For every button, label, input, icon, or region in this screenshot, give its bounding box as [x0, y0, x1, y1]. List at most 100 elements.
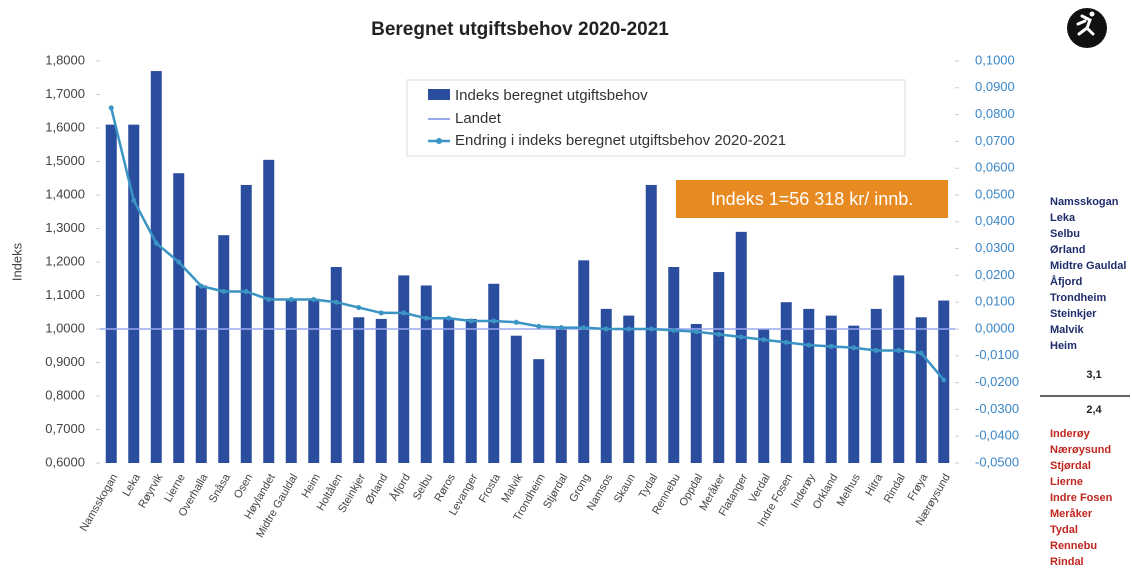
legend-swatch: [436, 138, 442, 144]
side-item: Leka: [1050, 212, 1076, 224]
bar: [105, 124, 117, 464]
y2-tick-label: -0,0100: [975, 347, 1019, 362]
y-axis-label: Indeks: [9, 242, 24, 281]
y-tick-label: 1,0000: [45, 320, 85, 335]
change-point: [468, 318, 474, 324]
change-point: [378, 310, 384, 316]
change-point: [873, 347, 879, 353]
bar: [353, 317, 365, 463]
bar: [420, 285, 432, 463]
bar: [893, 275, 905, 463]
change-point: [558, 325, 564, 331]
change-point: [401, 310, 407, 316]
change-point: [333, 299, 339, 305]
change-point: [806, 342, 812, 348]
bar: [330, 267, 342, 463]
change-point: [131, 197, 137, 203]
change-point: [716, 331, 722, 337]
change-point: [761, 337, 767, 343]
bar: [263, 159, 275, 463]
side-item: Indre Fosen: [1050, 492, 1113, 504]
y2-tick-label: 0,0400: [975, 213, 1015, 228]
y-tick-label: 0,6000: [45, 454, 85, 469]
bar: [465, 318, 477, 463]
change-point: [851, 345, 857, 351]
change-point: [491, 318, 497, 324]
y-tick-label: 0,8000: [45, 387, 85, 402]
y2-tick-label: 0,0800: [975, 106, 1015, 121]
change-point: [918, 350, 924, 356]
change-point: [198, 283, 204, 289]
y-tick-label: 1,2000: [45, 253, 85, 268]
change-point: [311, 297, 317, 303]
y-tick-label: 1,4000: [45, 186, 85, 201]
side-item: Selbu: [1050, 228, 1080, 240]
bar: [398, 275, 410, 463]
y2-tick-label: -0,0200: [975, 374, 1019, 389]
change-point: [536, 323, 542, 329]
bar: [600, 308, 612, 463]
bar: [195, 285, 207, 463]
x-tick-label: Heim: [300, 472, 323, 500]
bar: [848, 325, 860, 463]
bar: [623, 315, 635, 463]
bar: [218, 235, 230, 463]
x-tick-label: Melhus: [835, 472, 863, 509]
x-tick-label: Leka: [121, 471, 144, 498]
change-point: [108, 105, 114, 111]
side-item: Midtre Gauldal: [1050, 260, 1126, 272]
x-tick-label: Hitra: [863, 471, 885, 498]
x-tick-label: Ørland: [363, 472, 390, 507]
annotation-box: [676, 180, 948, 218]
bar: [735, 231, 747, 463]
change-point: [648, 326, 654, 332]
change-point: [581, 325, 587, 331]
y-tick-label: 0,9000: [45, 354, 85, 369]
chart-title: Beregnet utgiftsbehov 2020-2021: [371, 19, 669, 40]
y2-tick-label: 0,0700: [975, 133, 1015, 148]
bar: [780, 302, 792, 463]
change-point: [266, 297, 272, 303]
x-tick-label: Tydal: [637, 472, 661, 501]
change-point: [671, 327, 677, 333]
y2-tick-label: 0,0500: [975, 186, 1015, 201]
bar: [555, 329, 567, 463]
bar: [915, 317, 927, 463]
side-item: Ørland: [1050, 244, 1085, 256]
bar: [578, 260, 590, 463]
bar: [173, 173, 185, 463]
logo: [1067, 8, 1107, 48]
side-item: Inderøy: [1050, 428, 1091, 440]
change-point: [288, 297, 294, 303]
change-point: [243, 288, 249, 294]
side-item: Stjørdal: [1050, 460, 1091, 472]
change-point: [783, 339, 789, 345]
change-point: [446, 315, 452, 321]
bar: [713, 272, 725, 463]
change-point: [941, 377, 947, 383]
bar: [803, 308, 815, 463]
change-point: [423, 315, 429, 321]
y-tick-label: 1,8000: [45, 52, 85, 67]
side-item: Malvik: [1050, 324, 1085, 336]
y2-tick-label: -0,0400: [975, 428, 1019, 443]
y2-tick-label: 0,0100: [975, 294, 1015, 309]
bar: [510, 335, 522, 463]
x-tick-label: Skaun: [612, 472, 638, 505]
bar: [285, 298, 297, 463]
bar: [128, 124, 140, 464]
legend-swatch: [428, 89, 450, 100]
side-item: Heim: [1050, 340, 1077, 352]
bar: [443, 318, 455, 463]
bar: [375, 318, 387, 463]
side-item: Rennebu: [1050, 540, 1097, 552]
side-item: Namsskogan: [1050, 196, 1119, 208]
change-point: [153, 240, 159, 246]
change-point: [176, 259, 182, 265]
y2-tick-label: 0,0600: [975, 160, 1015, 175]
side-value: 3,1: [1086, 369, 1101, 381]
bar: [758, 329, 770, 463]
bar: [690, 323, 702, 463]
legend-label: Landet: [455, 110, 502, 127]
y2-tick-label: -0,0500: [975, 454, 1019, 469]
